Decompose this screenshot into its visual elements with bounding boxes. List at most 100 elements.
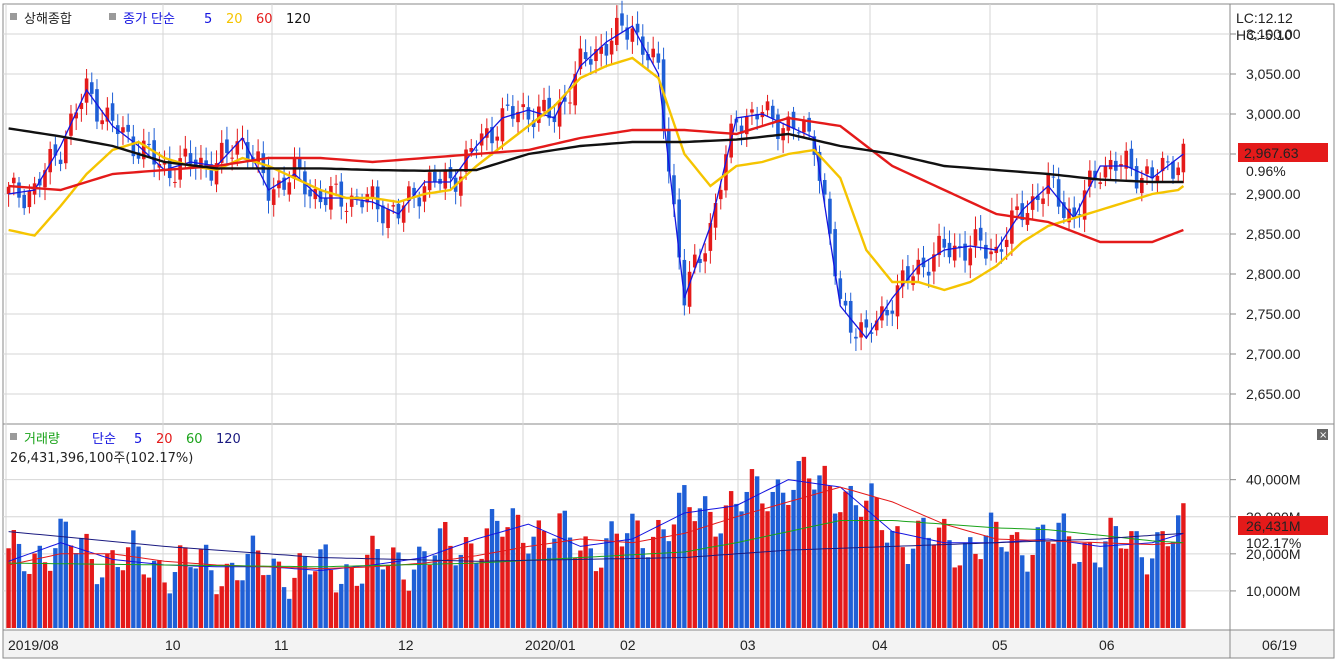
volume-bar [84,533,89,628]
price-panel-menu-icon[interactable] [10,13,17,20]
candle-body [1150,167,1155,179]
volume-bar [396,552,401,628]
volume-bar [541,530,547,628]
candle-body [1124,150,1129,169]
price-tick-label: 2,750.00 [1246,306,1301,322]
volume-bar [827,486,833,628]
candle-body [334,183,338,185]
volume-bar [27,573,32,628]
volume-bar [297,553,302,628]
volume-bar [287,598,292,628]
ma-menu-icon[interactable] [109,13,116,20]
price-panel[interactable] [2,3,1231,425]
candle-body [1051,176,1056,178]
candle-body [1176,167,1181,176]
volume-bar [53,548,58,628]
candle-body [245,142,250,162]
volume-ma-line-20 [8,486,1184,570]
candle-body [713,203,718,228]
volume-bar [905,563,911,628]
candle-body [666,128,671,172]
volume-bar [578,550,583,628]
volume-bar [723,505,729,628]
candle-body [651,48,655,58]
candle-body [162,162,167,165]
volume-bar [843,491,848,628]
volume-bar [1030,554,1035,628]
candle-body [448,167,453,179]
candle-body [1166,161,1170,163]
close-icon[interactable] [1317,429,1328,440]
candle-body [776,114,780,140]
last-volume: 26,431M [1246,518,1300,534]
volume-bar [635,520,640,628]
candle-body [136,152,141,159]
candle-body [381,205,385,224]
candle-body [126,124,130,132]
candle-body [386,209,390,228]
volume-bar [744,491,749,628]
volume-bar [391,547,396,628]
volume-title: 거래량 [24,432,60,447]
volume-bar [1020,555,1025,628]
candle-body [271,189,276,205]
candle-body [843,300,848,306]
candle-body [656,53,661,63]
volume-bar [988,512,994,628]
volume-bar [1014,532,1020,628]
candle-body [942,238,947,248]
volume-bar [79,537,84,628]
candle-body [1160,157,1165,172]
volume-bar [406,590,412,628]
candle-body [396,203,401,219]
volume-tick-label: 20,000M [1246,546,1300,562]
candle-body [604,44,609,56]
candle-body [630,28,635,42]
volume-bar [583,536,588,628]
volume-bar [261,575,266,628]
candle-body [968,248,973,266]
candle-body [963,243,967,261]
volume-bar [1113,526,1119,628]
volume-bar [1150,558,1155,628]
volume-bar [427,564,432,628]
volume-bar [1046,541,1051,628]
volume-bar [209,570,214,628]
volume-bar [702,496,708,628]
volume-bar [94,584,100,628]
ma-20-label: 20 [226,12,243,27]
candle-body [952,245,957,261]
volume-bar [671,524,677,628]
volume-bar [1124,548,1129,628]
volume-bar [271,558,276,628]
candle-body [796,132,801,134]
candle-body [1030,196,1035,210]
volume-bar [110,550,115,628]
volume-bar [167,593,172,628]
volume-bar [910,548,916,628]
candle-body [147,143,151,146]
volume-bar [183,547,188,628]
candle-body [89,82,94,94]
candle-body [557,101,562,127]
volume-bar [198,549,204,628]
price-tick-label: 2,850.00 [1246,226,1301,242]
candle-body [1129,148,1134,169]
volume-bar [281,587,287,628]
candle-body [370,186,375,198]
candle-body [474,149,479,151]
volume-pct: 102.17% [1246,535,1301,551]
volume-bar [385,564,391,628]
volume-bar [489,509,495,628]
volume-bar [479,558,484,628]
candle-body [173,181,177,183]
hc-label: HC:-5.10 [1236,27,1292,43]
volume-bar [557,513,562,628]
volume-bar [453,565,458,628]
volume-bar [505,527,510,628]
volume-panel-menu-icon[interactable] [10,433,17,440]
candle-body [219,142,224,163]
candle-body [708,222,713,251]
